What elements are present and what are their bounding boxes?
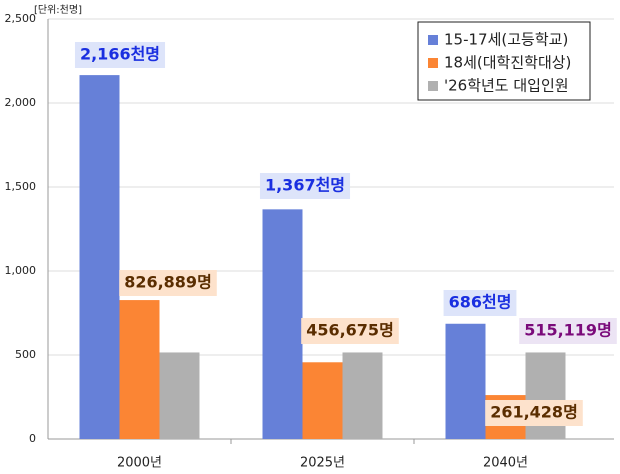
x-tick-label: 2000년 bbox=[117, 456, 162, 471]
legend-label: 15-17세(고등학교) bbox=[444, 31, 568, 49]
bar bbox=[79, 75, 120, 439]
value-label-group: 686천명 bbox=[443, 290, 517, 316]
value-label-group: 515,119명 bbox=[519, 318, 617, 344]
value-label: 826,889명 bbox=[124, 273, 212, 292]
y-tick-label: 1,500 bbox=[5, 180, 37, 193]
value-label-bg bbox=[443, 290, 517, 316]
value-label-bg bbox=[519, 318, 617, 344]
bar bbox=[342, 352, 383, 439]
value-label: 1,367천명 bbox=[265, 176, 345, 195]
legend-swatch bbox=[428, 58, 438, 68]
value-label: 2,166천명 bbox=[80, 45, 160, 64]
bar bbox=[159, 352, 200, 439]
value-label: 515,119명 bbox=[524, 321, 612, 340]
y-tick-label: 500 bbox=[15, 348, 36, 361]
legend-swatch bbox=[428, 35, 438, 45]
legend-label: '26학년도 대입인원 bbox=[444, 77, 569, 95]
value-label-group: 826,889명 bbox=[119, 270, 217, 296]
y-tick-label: 2,500 bbox=[5, 12, 37, 25]
legend-box bbox=[417, 21, 591, 101]
value-label: 686천명 bbox=[449, 293, 512, 312]
legend-label: 18세(대학진학대상) bbox=[444, 54, 571, 72]
value-label: 261,428명 bbox=[490, 403, 578, 422]
value-label: 456,675명 bbox=[306, 321, 394, 340]
bar bbox=[262, 209, 303, 439]
value-label-group: 456,675명 bbox=[301, 318, 399, 344]
y-tick-label: 0 bbox=[29, 432, 36, 445]
x-tick-label: 2040년 bbox=[483, 456, 528, 471]
value-label-bg bbox=[301, 318, 399, 344]
value-label-bg bbox=[119, 270, 217, 296]
bar bbox=[525, 352, 566, 439]
bar bbox=[445, 323, 486, 439]
y-tick-label: 1,000 bbox=[5, 264, 37, 277]
value-label-group: 261,428명 bbox=[485, 400, 583, 426]
value-label-bg bbox=[74, 42, 166, 68]
value-label-bg bbox=[485, 400, 583, 426]
bar bbox=[302, 362, 343, 439]
value-label-group: 1,367천명 bbox=[259, 173, 351, 199]
value-label-bg bbox=[259, 173, 351, 199]
y-tick-label: 2,000 bbox=[5, 96, 37, 109]
x-tick-label: 2025년 bbox=[300, 456, 345, 471]
legend: 15-17세(고등학교) 18세(대학진학대상) '26학년도 대입인원 bbox=[417, 21, 591, 101]
value-label-group: 2,166천명 bbox=[74, 42, 166, 68]
bar bbox=[119, 300, 160, 439]
unit-label: [단위:천명] bbox=[34, 3, 82, 16]
legend-swatch bbox=[428, 81, 438, 91]
